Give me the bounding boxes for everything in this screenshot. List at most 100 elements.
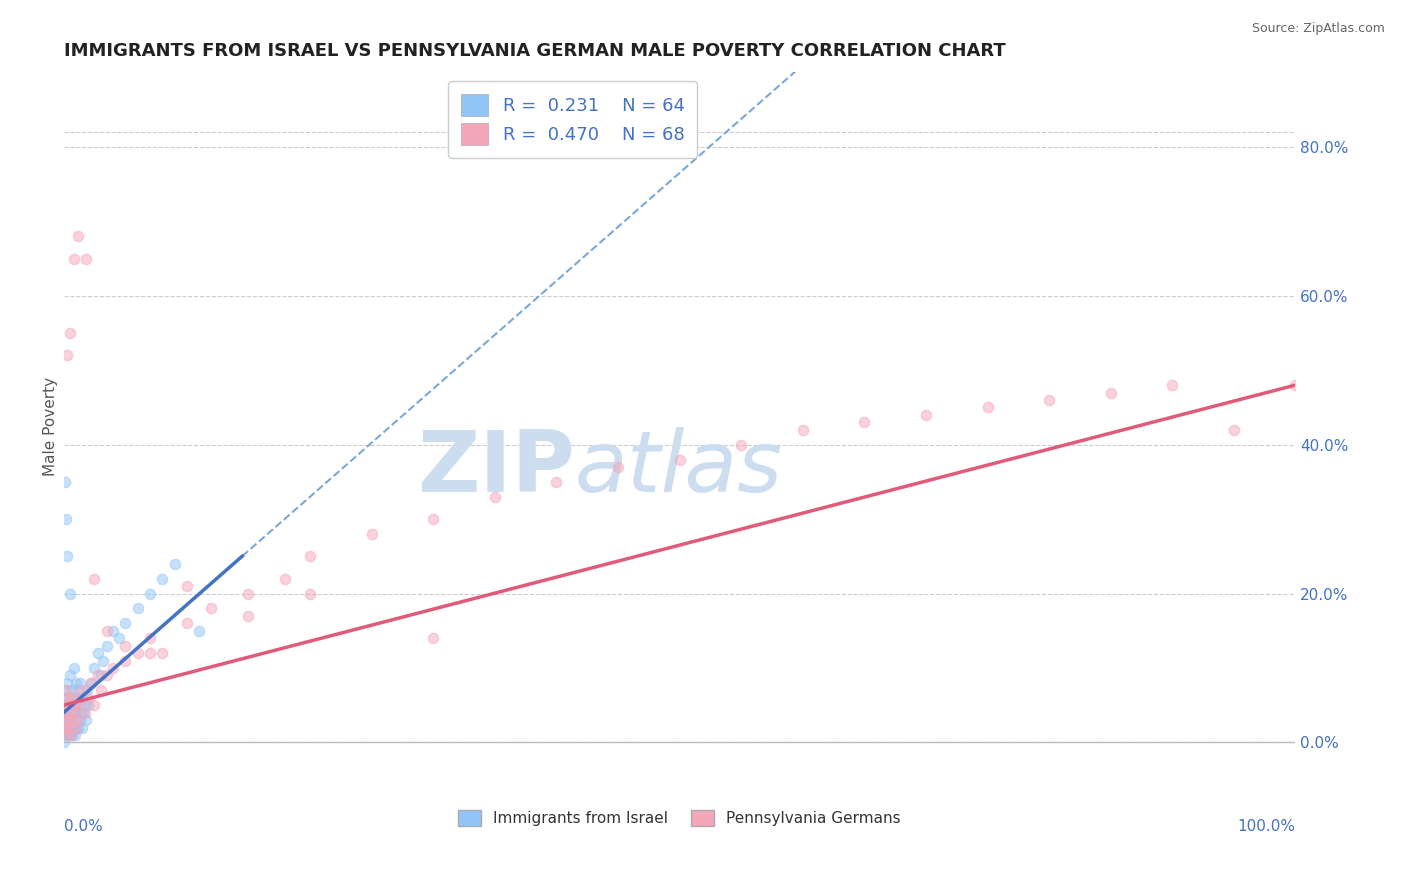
Point — [60, 721, 83, 735]
Point — [114, 653, 136, 667]
Point — [53, 683, 76, 698]
Point — [96, 624, 118, 638]
Point — [422, 631, 444, 645]
Point — [53, 698, 76, 713]
Point — [127, 601, 149, 615]
Point — [59, 706, 82, 720]
Point — [76, 683, 98, 698]
Point — [69, 676, 91, 690]
Point — [53, 713, 76, 727]
Point — [73, 706, 96, 720]
Point — [101, 661, 124, 675]
Point — [360, 527, 382, 541]
Point — [1099, 385, 1122, 400]
Point — [56, 721, 79, 735]
Point — [87, 646, 110, 660]
Point — [52, 735, 75, 749]
Point — [422, 512, 444, 526]
Point — [59, 586, 82, 600]
Point — [56, 549, 79, 564]
Point — [65, 690, 87, 705]
Text: ZIP: ZIP — [418, 427, 575, 510]
Point — [238, 608, 260, 623]
Point — [75, 252, 97, 266]
Text: 0.0%: 0.0% — [63, 819, 103, 833]
Point — [114, 639, 136, 653]
Point — [59, 721, 82, 735]
Point — [60, 706, 83, 720]
Point — [87, 668, 110, 682]
Point — [63, 698, 86, 713]
Point — [150, 572, 173, 586]
Point — [150, 646, 173, 660]
Point — [62, 252, 84, 266]
Point — [546, 475, 568, 489]
Text: Source: ZipAtlas.com: Source: ZipAtlas.com — [1251, 22, 1385, 36]
Point — [299, 549, 322, 564]
Point — [607, 460, 630, 475]
Point — [58, 698, 80, 713]
Point — [80, 676, 103, 690]
Point — [90, 683, 112, 698]
Point — [114, 616, 136, 631]
Point — [127, 646, 149, 660]
Point — [60, 683, 83, 698]
Point — [83, 661, 105, 675]
Point — [63, 706, 86, 720]
Y-axis label: Male Poverty: Male Poverty — [44, 376, 58, 475]
Point — [67, 713, 90, 727]
Point — [55, 690, 77, 705]
Point — [96, 639, 118, 653]
Point — [60, 728, 83, 742]
Point — [188, 624, 211, 638]
Point — [108, 631, 131, 645]
Point — [484, 490, 506, 504]
Point — [83, 572, 105, 586]
Point — [66, 713, 89, 727]
Point — [238, 586, 260, 600]
Point — [200, 601, 222, 615]
Point — [96, 668, 118, 682]
Point — [139, 646, 162, 660]
Point — [67, 229, 90, 244]
Point — [730, 437, 752, 451]
Point — [75, 713, 97, 727]
Point — [83, 698, 105, 713]
Point — [70, 690, 93, 705]
Point — [62, 721, 84, 735]
Point — [176, 579, 198, 593]
Point — [52, 706, 75, 720]
Point — [1038, 392, 1060, 407]
Point — [72, 706, 94, 720]
Point — [1161, 378, 1184, 392]
Point — [66, 690, 89, 705]
Point — [56, 348, 79, 362]
Point — [67, 721, 90, 735]
Point — [59, 713, 82, 727]
Point — [56, 713, 79, 727]
Point — [62, 698, 84, 713]
Point — [55, 721, 77, 735]
Point — [69, 698, 91, 713]
Point — [60, 690, 83, 705]
Point — [52, 721, 75, 735]
Point — [59, 728, 82, 742]
Point — [56, 676, 79, 690]
Point — [139, 631, 162, 645]
Point — [668, 452, 690, 467]
Point — [67, 683, 90, 698]
Point — [53, 728, 76, 742]
Point — [80, 676, 103, 690]
Point — [1284, 378, 1306, 392]
Point — [59, 668, 82, 682]
Point — [73, 698, 96, 713]
Point — [56, 728, 79, 742]
Point — [163, 557, 186, 571]
Point — [77, 698, 100, 713]
Point — [853, 415, 876, 429]
Text: IMMIGRANTS FROM ISRAEL VS PENNSYLVANIA GERMAN MALE POVERTY CORRELATION CHART: IMMIGRANTS FROM ISRAEL VS PENNSYLVANIA G… — [63, 42, 1005, 60]
Point — [58, 713, 80, 727]
Point — [52, 721, 75, 735]
Point — [101, 624, 124, 638]
Point — [69, 713, 91, 727]
